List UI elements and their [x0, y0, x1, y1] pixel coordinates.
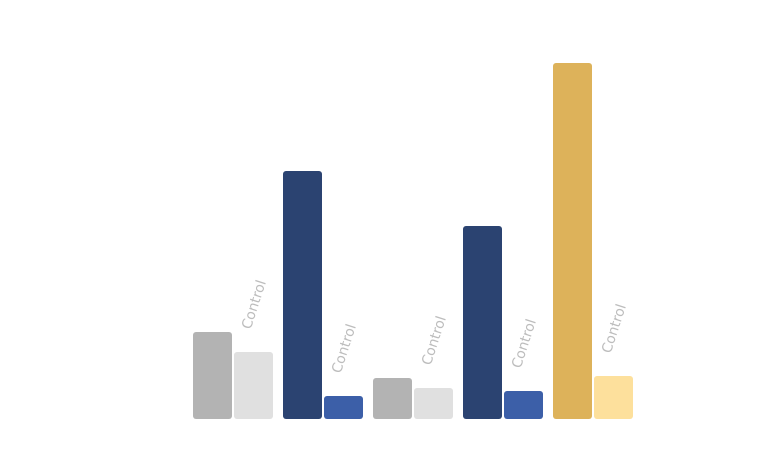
bar-label: Control [419, 314, 450, 367]
bar [594, 376, 633, 419]
bar [283, 171, 322, 419]
bar-label: Control [599, 302, 630, 355]
bar [414, 388, 453, 419]
bar [193, 332, 232, 419]
bar [324, 396, 363, 419]
bar [553, 63, 592, 419]
bar [504, 391, 543, 419]
bar [234, 352, 273, 419]
bar [373, 378, 412, 419]
bar-label: Control [509, 317, 540, 370]
bar [463, 226, 502, 419]
bar-label: Control [239, 278, 270, 331]
bar-label: Control [329, 322, 360, 375]
